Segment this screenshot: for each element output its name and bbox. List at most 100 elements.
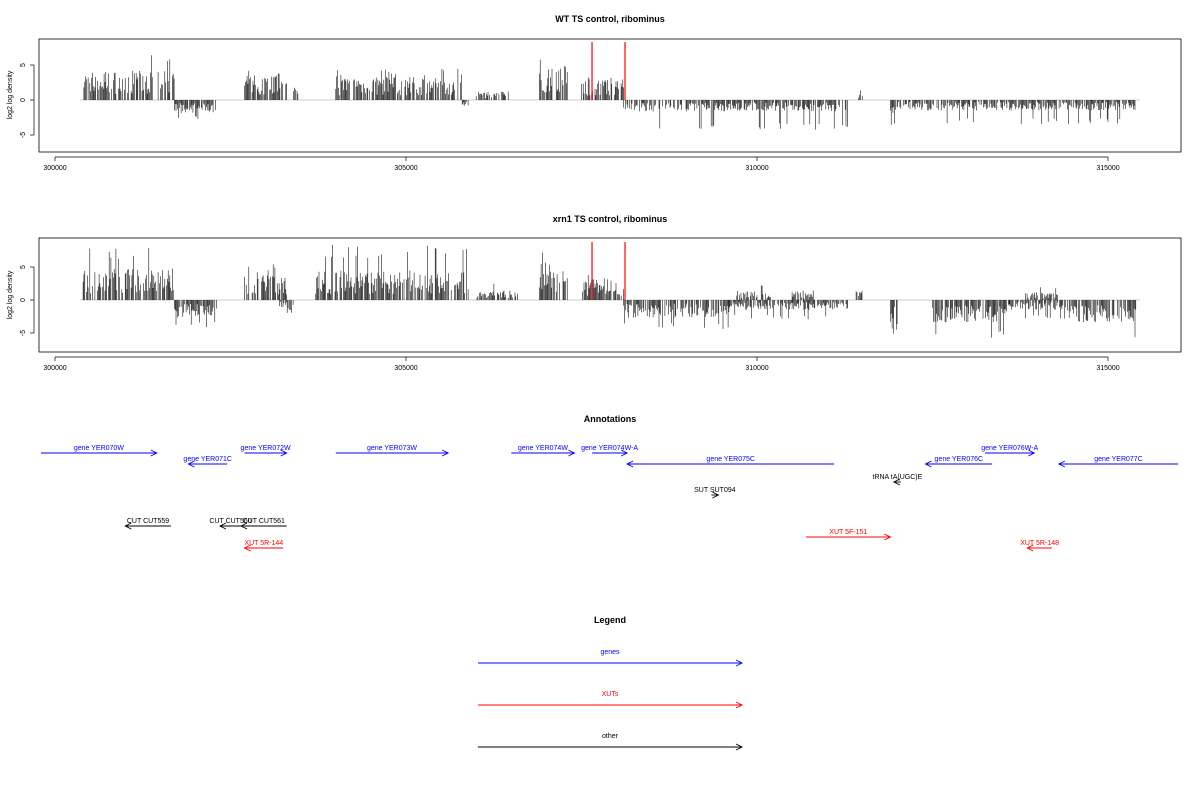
annotation-arrowhead <box>240 522 248 530</box>
panel-xrn1-bars <box>82 245 1137 338</box>
panel-xrn1-ylabel: log2 log density <box>7 270 14 319</box>
legend-arrowhead <box>735 701 744 709</box>
annotation-feature: gene YER073W <box>335 445 450 457</box>
annotation-feature: gene YER077C <box>1057 456 1179 468</box>
annotation-arrowhead <box>150 449 158 457</box>
panel-xrn1-xtick-label: 305000 <box>394 365 417 372</box>
annotation-arrowhead <box>187 460 195 468</box>
annotation-label: gene YER072W <box>241 445 291 452</box>
annotation-feature: XUT 5R-144 <box>243 540 283 552</box>
legend-label: genes <box>600 649 620 656</box>
annotation-arrowhead <box>280 449 288 457</box>
panel-xrn1-ytick-label: 5 <box>20 265 27 269</box>
annotation-feature: gene YER072W <box>241 445 291 457</box>
panel-xrn1-title: xrn1 TS control, ribominus <box>553 214 668 224</box>
annotation-feature: gene YER071C <box>183 456 232 468</box>
annotation-feature: SUT SUT094 <box>694 487 736 499</box>
panel-xrn1-ytick-label: -5 <box>20 330 27 336</box>
annotation-label: gene YER073W <box>367 445 417 452</box>
annotation-label: CUT CUT560 <box>209 518 251 525</box>
annotation-arrowhead <box>924 460 932 468</box>
annotation-arrowhead <box>1028 449 1036 457</box>
annotation-label: XUT 5R-148 <box>1020 540 1059 547</box>
panel-xrn1-xtick-label: 310000 <box>745 365 768 372</box>
panel-wt-highlights <box>591 42 626 100</box>
annotation-label: gene YER075C <box>706 456 755 463</box>
legend-label: XUTs <box>602 691 619 698</box>
panel-xrn1-ytick-label: 0 <box>20 298 27 302</box>
panel-wt-yaxis: -5 0 5 <box>20 63 35 138</box>
annotation-arrowhead <box>892 478 901 486</box>
annotation-arrowhead <box>1026 544 1034 552</box>
annotation-label: XUT 5R-144 <box>244 540 283 547</box>
annotation-feature: CUT CUT561 <box>240 518 287 530</box>
annotation-items: gene YER070W gene YER071C gene YER072W gene… <box>40 445 1179 552</box>
panel-wt-ytick-label: -5 <box>20 132 27 138</box>
annotation-label: CUT CUT559 <box>127 518 169 525</box>
annotation-feature: XUT 5R-148 <box>1020 540 1059 552</box>
legend-arrowhead <box>735 659 744 667</box>
annotation-feature: gene YER076C <box>924 456 993 468</box>
panel-xrn1-frame <box>38 237 1182 353</box>
annotation-feature: tRNA tA(UGC)E <box>873 474 923 486</box>
legend-items: genes XUTs other <box>478 649 744 751</box>
annotation-arrowhead <box>441 449 450 457</box>
annotation-feature: gene YER074W <box>511 445 576 457</box>
annotation-arrowhead <box>712 491 720 499</box>
panel-wt-xaxis: 300000 305000 310000 315000 <box>43 156 1120 172</box>
annotation-arrowhead <box>1057 460 1066 468</box>
annotation-label: gene YER074W-A <box>581 445 638 452</box>
annotation-arrowhead <box>124 522 132 530</box>
annotation-label: gene YER076C <box>935 456 984 463</box>
legend-label: other <box>602 733 619 740</box>
annotation-arrowhead <box>884 533 892 541</box>
annotation-feature: gene YER074W-A <box>581 445 638 457</box>
panel-wt-xtick-label: 310000 <box>745 165 768 172</box>
legend: Legend genes XUTs other <box>478 615 744 751</box>
annotation-label: CUT CUT561 <box>243 518 285 525</box>
annotation-arrowhead <box>626 460 634 468</box>
panel-wt-ylabel: log2 log density <box>7 70 14 119</box>
annotation-label: gene YER071C <box>183 456 232 463</box>
annotation-label: XUT 5F-151 <box>829 529 867 536</box>
panel-wt-bars <box>83 55 1136 130</box>
panel-wt-ytick-label: 0 <box>20 98 27 102</box>
annotation-label: gene YER070W <box>74 445 124 452</box>
panel-wt-ytick-label: 5 <box>20 63 27 67</box>
annotation-feature: CUT CUT560 <box>209 518 252 530</box>
annotation-feature: gene YER075C <box>626 456 835 468</box>
panel-xrn1-xtick-label: 300000 <box>43 365 66 372</box>
annotation-feature: XUT 5F-151 <box>806 529 892 541</box>
annotation-arrowhead <box>243 544 251 552</box>
annotation-feature: CUT CUT559 <box>124 518 171 530</box>
annotation-label: SUT SUT094 <box>694 487 736 494</box>
panel-xrn1-xaxis: 300000 305000 310000 315000 <box>43 356 1120 372</box>
annotation-feature: gene YER070W <box>40 445 158 457</box>
annotation-label: gene YER077C <box>1094 456 1143 463</box>
panel-xrn1: xrn1 TS control, ribominus log2 log dens… <box>7 214 1182 372</box>
panel-wt-xtick-label: 305000 <box>394 165 417 172</box>
panel-wt-frame <box>38 38 1182 153</box>
panel-wt-xtick-label: 315000 <box>1096 165 1119 172</box>
legend-item: other <box>478 733 744 751</box>
legend-item: XUTs <box>478 691 744 709</box>
annotation-arrowhead <box>620 449 629 457</box>
annotation-feature: gene YER076W-A <box>981 445 1038 457</box>
legend-arrowhead <box>735 743 744 751</box>
panel-wt-xtick-label: 300000 <box>43 165 66 172</box>
legend-item: genes <box>478 649 744 667</box>
panel-xrn1-xtick-label: 315000 <box>1096 365 1119 372</box>
panel-xrn1-highlights <box>591 242 626 300</box>
panel-wt: WT TS control, ribominus log2 log densit… <box>7 14 1182 172</box>
legend-title: Legend <box>594 615 626 625</box>
annotation-arrowhead <box>568 449 576 457</box>
annotation-label: gene YER074W <box>518 445 568 452</box>
annotations-title: Annotations <box>584 414 637 424</box>
panel-wt-title: WT TS control, ribominus <box>555 14 665 24</box>
annotation-arrowhead <box>218 522 227 530</box>
panel-xrn1-yaxis: -5 0 5 <box>20 265 35 336</box>
annotation-label: tRNA tA(UGC)E <box>873 474 923 481</box>
annotation-label: gene YER076W-A <box>981 445 1038 452</box>
